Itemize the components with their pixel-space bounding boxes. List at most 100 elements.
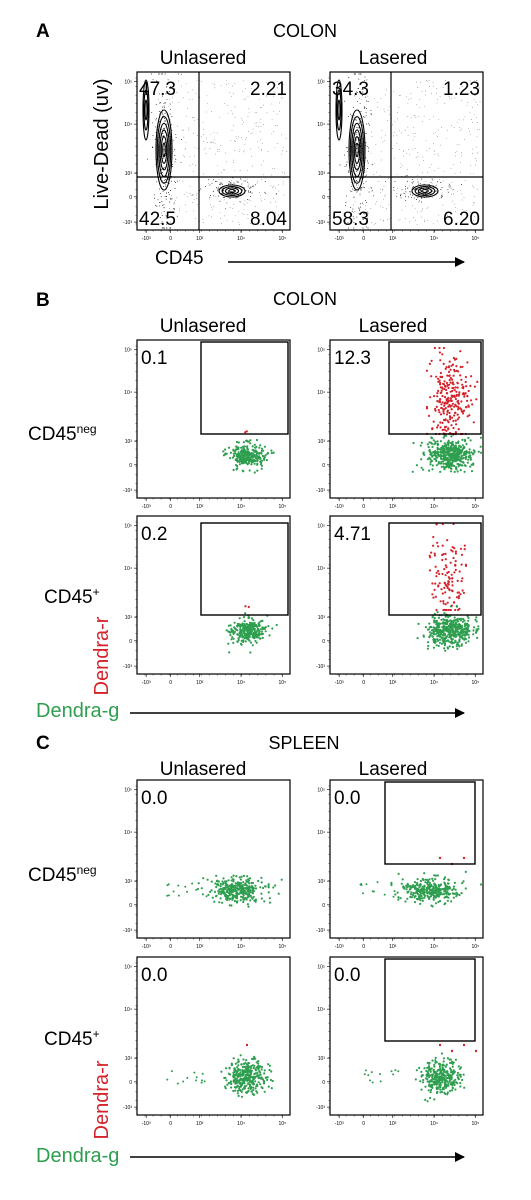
event-dot [424,221,426,222]
event-dot [465,385,468,388]
event-dot [209,196,211,198]
event-dot [457,407,460,410]
event-dot [235,197,237,199]
event-dot [361,187,362,189]
event-dot [182,180,184,182]
event-dot [371,113,373,115]
event-dot [356,216,358,218]
event-dot [354,211,356,212]
event-dot [461,444,464,447]
event-dot [463,623,467,626]
event-dot [230,1064,233,1067]
event-dot [438,154,440,156]
event-dot [377,106,378,108]
event-dot [243,151,245,153]
event-dot [433,116,435,117]
event-dot [222,888,225,891]
event-dot [365,221,367,223]
event-dot [355,119,356,121]
event-dot [460,563,463,566]
event-dot [457,394,460,397]
panel-b-y-axis-label: Dendra-r [91,616,113,695]
event-dot [392,124,393,126]
event-dot [456,121,458,123]
event-dot [154,197,155,199]
y-tick-label: 0 [129,639,132,645]
event-dot [232,637,235,640]
event-dot [183,193,185,195]
event-dot [427,446,430,449]
event-dot [439,455,442,458]
event-dot [257,140,259,142]
event-dot [419,98,421,100]
event-dot [245,892,248,896]
event-dot [165,215,167,217]
event-dot [356,132,358,134]
event-dot [234,106,236,108]
event-dot [443,387,446,391]
event-dot [248,621,251,625]
event-dot [217,149,219,151]
event-dot [456,413,459,416]
event-dot [446,384,449,387]
contour-ring [143,89,149,131]
event-dot [455,467,458,470]
event-cloud [363,1043,478,1103]
event-dot [428,456,431,459]
event-dot [450,900,453,903]
contour-ring [162,142,166,158]
event-dot [467,389,470,393]
event-dot [451,464,454,467]
event-dot [231,878,234,881]
x-tick-label: -10³ [142,1121,151,1127]
event-dot [255,641,258,644]
event-dot [436,440,439,443]
contour-ring [353,136,361,164]
event-dot [447,386,450,390]
event-dot [458,444,461,447]
event-dot [191,99,193,101]
event-dot [396,173,398,175]
event-dot [470,463,473,466]
event-dot [477,625,480,628]
event-dot [388,178,389,179]
event-dot [475,223,477,224]
y-tick-label: 0 [322,195,325,201]
event-dot [386,89,387,91]
event-dot [192,170,194,172]
event-dot [197,119,199,120]
event-dot [473,385,476,388]
event-dot [186,890,189,893]
event-dot [232,880,235,883]
event-dot [477,122,479,124]
event-dot [365,115,367,117]
event-dot [243,620,246,623]
event-dot [250,1090,253,1093]
event-dot [388,106,390,108]
event-dot [244,204,245,206]
event-dot [191,194,193,196]
event-dot [430,163,432,165]
event-dot [257,1081,260,1084]
event-dot [449,641,452,644]
event-dot [466,627,469,630]
event-dot [431,464,434,467]
event-dot [427,81,428,83]
event-dot [192,133,194,134]
event-dot [421,897,424,900]
event-dot [237,182,239,184]
event-dot [242,91,244,92]
event-dot [234,627,237,630]
event-dot [173,203,175,205]
event-dot [240,1095,244,1098]
event-dot [202,222,204,223]
event-dot [357,127,359,129]
event-dot [452,356,455,360]
event-dot [246,1090,249,1093]
event-dot [428,148,430,149]
event-dot [464,116,466,118]
event-dot [437,616,440,620]
event-dot [429,450,432,454]
event-dot [147,158,149,160]
